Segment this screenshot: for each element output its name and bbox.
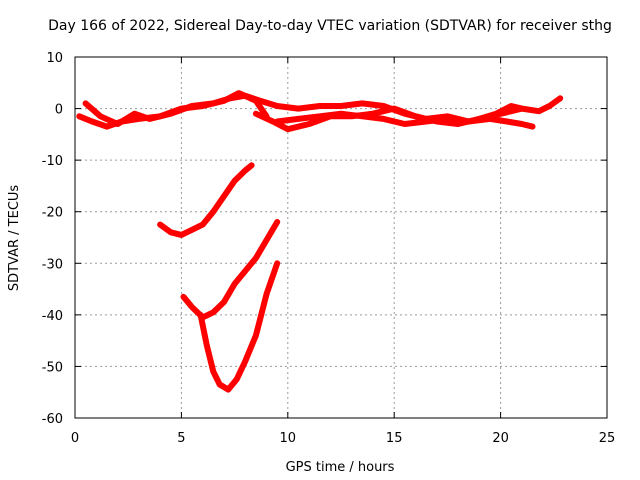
x-tick-label: 10 (280, 431, 297, 446)
y-tick-label: -10 (42, 154, 63, 169)
series-line-6 (180, 219, 281, 321)
series-line-7 (197, 260, 281, 393)
x-axis-title: GPS time / hours (286, 460, 395, 475)
y-tick-label: -50 (42, 360, 63, 375)
data-series (76, 90, 564, 393)
x-tick-label: 15 (386, 431, 403, 446)
chart-title: Day 166 of 2022, Sidereal Day-to-day VTE… (48, 18, 612, 34)
plot-frame (74, 56, 608, 419)
y-tick-label: -20 (42, 206, 63, 221)
x-tick-label: 20 (492, 431, 509, 446)
y-tick-label: 0 (55, 103, 63, 118)
series-line-5 (157, 162, 255, 238)
x-tick-label: 25 (599, 431, 616, 446)
y-tick-label: -40 (42, 309, 63, 324)
y-tick-label: 10 (46, 51, 63, 66)
x-tick-label: 5 (177, 431, 185, 446)
y-axis-title: SDTVAR / TECUs (7, 185, 22, 292)
y-tick-label: -30 (42, 257, 63, 272)
x-tick-label: 0 (71, 431, 79, 446)
series-line-4 (274, 105, 525, 127)
y-tick-label: -60 (42, 412, 63, 427)
axis-ticks: 0 5 10 15 20 25 10 0 -10 -20 -30 -40 -50 -60 (42, 51, 616, 446)
